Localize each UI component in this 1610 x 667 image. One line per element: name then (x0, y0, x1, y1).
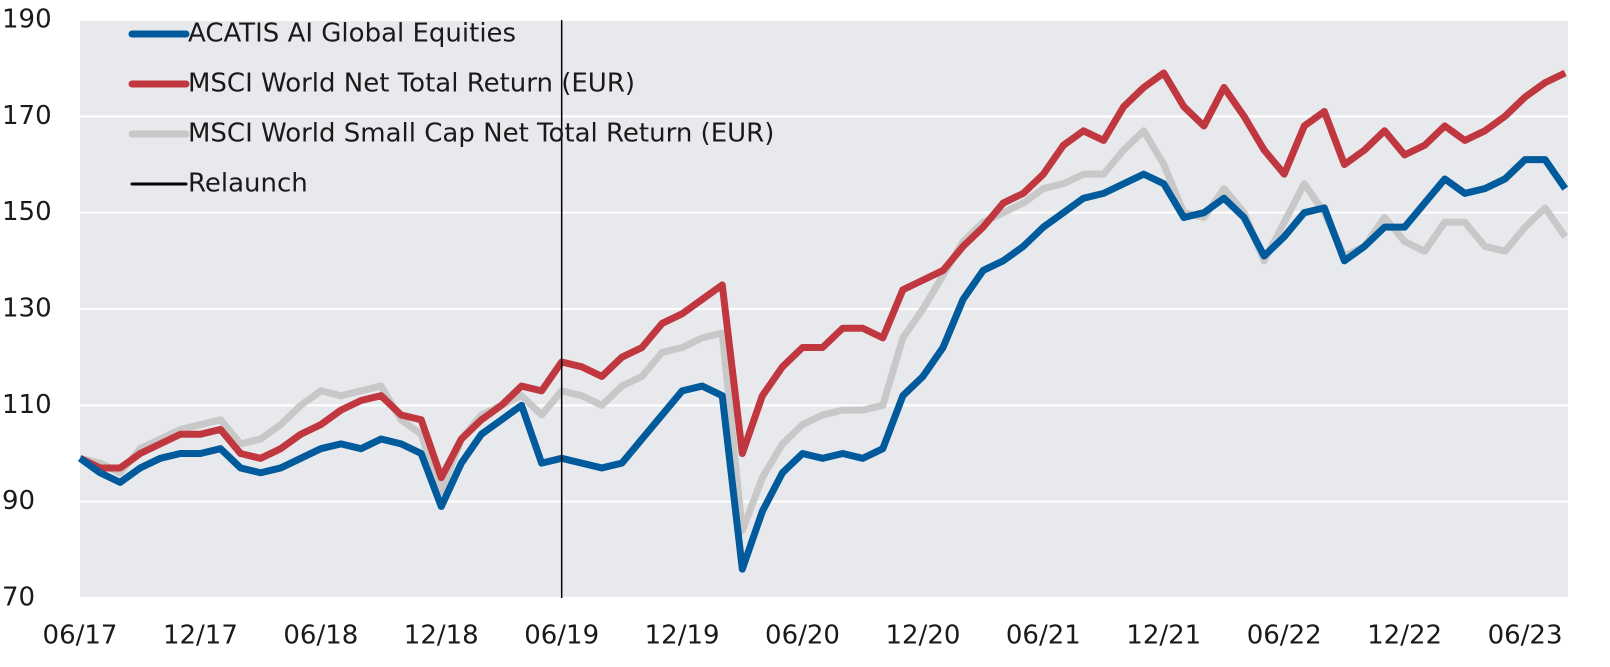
y-tick-label: 190 (2, 5, 52, 35)
legend-label: MSCI World Small Cap Net Total Return (E… (188, 119, 774, 149)
series-line (78, 69, 1567, 482)
y-tick-label: 170 (2, 101, 52, 131)
y-tick-label: 70 (2, 583, 35, 613)
x-tick-label: 12/22 (1367, 621, 1442, 651)
legend-label: Relaunch (188, 169, 308, 199)
x-tick-label: 12/18 (404, 621, 479, 651)
y-tick-label: 130 (2, 294, 52, 324)
series-line (79, 127, 1569, 535)
x-tick-label: 06/21 (1006, 621, 1081, 651)
x-tick-label: 06/22 (1247, 621, 1322, 651)
x-tick-label: 06/23 (1488, 621, 1563, 651)
y-tick-label: 90 (2, 486, 35, 516)
x-tick-label: 06/18 (283, 621, 358, 651)
x-tick-label: 06/19 (524, 621, 599, 651)
y-tick-label: 110 (2, 390, 52, 420)
y-tick-label: 150 (2, 197, 52, 227)
x-tick-label: 12/17 (163, 621, 238, 651)
x-tick-label: 12/20 (885, 621, 960, 651)
x-tick-label: 12/19 (645, 621, 720, 651)
legend-label: ACATIS AI Global Equities (188, 19, 516, 49)
x-tick-label: 06/17 (43, 621, 118, 651)
legend-label: MSCI World Net Total Return (EUR) (188, 69, 635, 99)
series-line (77, 156, 1569, 573)
x-tick-label: 06/20 (765, 621, 840, 651)
x-tick-label: 12/21 (1126, 621, 1201, 651)
